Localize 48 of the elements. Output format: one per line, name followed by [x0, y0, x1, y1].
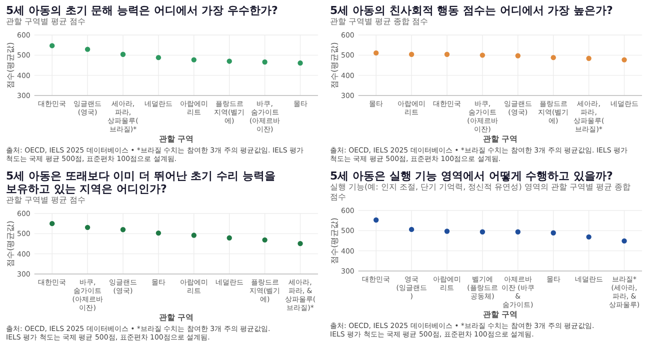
point	[156, 54, 162, 60]
point	[374, 217, 379, 223]
chart-subtitle: 관할 구역별 평균 점수	[6, 196, 86, 204]
chart-title: 5세 아동의 초기 문해 능력은 어디에서 가장 우수한가?	[6, 4, 278, 17]
point	[262, 59, 268, 65]
x-axis-title: 관할 구역	[158, 134, 194, 144]
point	[120, 52, 126, 57]
point	[226, 58, 232, 64]
point	[480, 52, 486, 58]
point	[444, 52, 450, 57]
point	[622, 57, 627, 62]
x-axis-title: 관할 구역	[482, 310, 518, 319]
y-axis-title: 점수(평균값)	[330, 218, 339, 264]
point	[550, 230, 556, 236]
chart-title: 5세 아동의 친사회적 행동 점수는 어디에서 가장 높은가?	[330, 4, 613, 17]
point	[226, 235, 232, 240]
x-axis-title: 관할 구역	[158, 313, 194, 322]
point	[50, 43, 55, 48]
point	[84, 46, 90, 52]
point	[408, 226, 414, 232]
chart-subtitle: 실행 기능(예: 인지 조절, 단기 기억력, 정신적 유연성) 영역의 관할 구역별 평균 종합 점수	[330, 182, 631, 202]
point	[374, 50, 379, 56]
point	[408, 52, 414, 57]
point	[191, 232, 197, 238]
y-axis-title: 점수(평균값)	[6, 42, 15, 88]
point	[298, 60, 303, 66]
point	[550, 54, 556, 60]
chart-subtitle: 관할 구역별 평균 점수	[6, 17, 86, 26]
y-axis-title: 점수(평균값)	[6, 220, 15, 267]
point	[515, 229, 521, 234]
point	[120, 227, 126, 232]
point	[50, 220, 55, 226]
point	[480, 229, 486, 234]
chart-title: 5세 아동은 또래보다 이미 더 뛰어난 초기 수리 능력을 보유하고 있는 지역은 어디인가?	[6, 169, 276, 196]
point	[586, 234, 592, 240]
point	[191, 57, 197, 62]
point	[622, 238, 627, 244]
x-axis-title: 관할 구역	[482, 134, 518, 144]
point	[515, 53, 521, 58]
chart-subtitle: 관할 구역별 평균 종합 점수	[330, 17, 428, 26]
point	[262, 237, 268, 243]
point	[298, 240, 303, 246]
point	[156, 230, 162, 236]
point	[586, 56, 592, 61]
point	[444, 228, 450, 234]
point	[84, 224, 90, 230]
chart-title: 5세 아동은 실행 기능 영역에서 어떻게 수행하고 있을까?	[330, 169, 613, 182]
y-axis-title: 점수(평균값)	[330, 42, 339, 88]
